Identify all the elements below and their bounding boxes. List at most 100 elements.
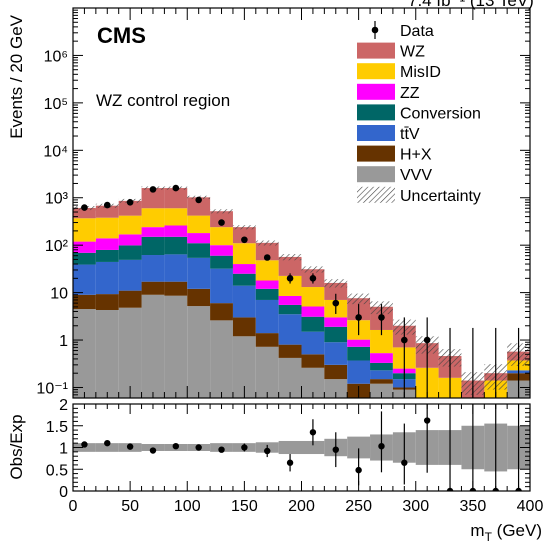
data-point-4: [173, 185, 180, 192]
legend-swatch-h-x: [357, 146, 395, 162]
bar-h-x-bin-11: [324, 365, 347, 379]
legend-swatch-zz: [357, 84, 395, 100]
ytick-label-bottom-1: 0.5: [46, 462, 68, 479]
data-point-15: [424, 337, 431, 344]
legend-swatch-wz: [357, 43, 395, 59]
x-axis-title[interactable]: mT (GeV): [470, 521, 542, 542]
bar-vvv-bin-4: [164, 296, 187, 398]
bar-zz-bin-3: [142, 227, 165, 237]
legend-label-misid: MisID: [400, 64, 441, 81]
bar-vvv-bin-2: [119, 308, 142, 398]
bar-tt-v-bin-13: [370, 370, 393, 379]
xtick-label-100: 100: [174, 498, 201, 515]
bar-h-x-bin-2: [119, 291, 142, 308]
ytick-label-top-0: 10⁻¹: [36, 380, 68, 397]
bar-h-x-bin-8: [256, 333, 279, 347]
y-axis-title-bottom: Obs/Exp: [7, 414, 26, 479]
bar-misid-bin-3: [142, 208, 165, 227]
ytick-label-top-4: 10³: [45, 191, 69, 208]
ytick-label-bottom-2: 1: [59, 441, 68, 458]
ratio-point-8: [264, 448, 270, 454]
data-point-10: [310, 275, 317, 282]
bar-h-x-bin-9: [279, 345, 302, 358]
bar-zz-bin-11: [324, 317, 347, 326]
bar-conversion-bin-2: [119, 245, 142, 259]
ytick-label-bottom-3: 1.5: [46, 419, 68, 436]
ratio-point-11: [333, 446, 339, 452]
region-label: WZ control region: [96, 91, 230, 110]
ratio-point-9: [287, 460, 293, 466]
bar-tt-v-bin-5: [187, 258, 210, 289]
ytick-label-top-6: 10⁵: [44, 96, 68, 113]
bar-h-x-bin-10: [302, 354, 325, 367]
bar-conversion-bin-5: [187, 243, 210, 258]
bar-tt-v-bin-7: [233, 286, 256, 318]
bar-tt-v-bin-10: [302, 332, 325, 355]
data-point-8: [264, 254, 271, 261]
legend-label-data: Data: [400, 23, 434, 40]
data-point-12: [355, 314, 362, 321]
data-point-3: [150, 186, 157, 193]
ytick-label-top-2: 10: [50, 286, 68, 303]
y-axis-title-top: Events / 20 GeV: [7, 14, 26, 138]
bar-tt-v-bin-2: [119, 260, 142, 291]
bar-conversion-bin-7: [233, 274, 256, 286]
cms-label: CMS: [97, 23, 146, 48]
bar-tt-v-bin-8: [256, 300, 279, 333]
ytick-label-bottom-4: 2: [59, 397, 68, 414]
bar-h-x-bin-13: [370, 379, 393, 384]
xtick-label-400: 400: [517, 498, 544, 515]
xtick-label-300: 300: [402, 498, 429, 515]
ratio-band-bin-9: [279, 441, 302, 454]
uncertainty-bin-10: [302, 266, 325, 272]
bar-tt-v-bin-9: [279, 314, 302, 344]
data-point-7: [241, 236, 248, 243]
legend-swatch-conversion: [357, 104, 395, 120]
ratio-point-10: [310, 429, 316, 435]
bar-misid-bin-5: [187, 216, 210, 233]
bar-conversion-bin-0: [73, 253, 96, 265]
bar-conversion-bin-8: [256, 289, 279, 300]
xtick-label-0: 0: [69, 498, 78, 515]
bar-conversion-bin-11: [324, 327, 347, 342]
bar-misid-bin-8: [256, 260, 279, 280]
legend-swatch-vvv: [357, 166, 395, 182]
uncertainty-bin-7: [233, 225, 256, 229]
bar-h-x-bin-1: [96, 294, 119, 310]
main-distribution-panel: 10⁻¹11010²10³10⁴10⁵10⁶ CMS WZ control re…: [7, 8, 530, 398]
xtick-label-50: 50: [121, 498, 139, 515]
data-point-11: [332, 300, 339, 307]
bar-zz-bin-13: [370, 353, 393, 363]
legend-data-marker: [372, 27, 379, 34]
bar-misid-bin-1: [96, 218, 119, 239]
bar-conversion-bin-12: [347, 347, 370, 361]
bar-tt-v-bin-4: [164, 254, 187, 281]
legend-label-h-x: H+X: [400, 147, 432, 164]
data-point-14: [401, 337, 408, 344]
bar-h-x-bin-6: [210, 303, 233, 320]
bar-zz-bin-1: [96, 238, 119, 250]
ratio-point-6: [218, 446, 224, 452]
xtick-label-200: 200: [288, 498, 315, 515]
ytick-label-top-1: 1: [59, 333, 68, 350]
bar-tt-v-bin-12: [347, 361, 370, 384]
bar-h-x-bin-4: [164, 282, 187, 296]
legend-label-vvv: VVV: [400, 167, 432, 184]
legend-swatch-misid: [357, 63, 395, 79]
ytick-label-top-7: 10⁶: [44, 48, 68, 65]
legend-label-zz: ZZ: [400, 85, 420, 102]
bar-misid-bin-10: [302, 287, 325, 306]
bar-misid-bin-2: [119, 216, 142, 235]
bar-tt-v-bin-0: [73, 265, 96, 295]
bar-tt-v-bin-11: [324, 342, 347, 365]
bar-h-x-bin-3: [142, 282, 165, 295]
bar-misid-bin-0: [73, 218, 96, 241]
uncertainty-bin-11: [324, 279, 347, 287]
bar-vvv-bin-3: [142, 295, 165, 398]
bar-zz-bin-10: [302, 306, 325, 316]
legend-label-wz: WZ: [400, 44, 425, 61]
ytick-label-top-3: 10²: [45, 238, 69, 255]
uncertainty-bin-12: [347, 294, 370, 305]
ytick-label-bottom-0: 0: [59, 484, 68, 501]
ratio-point-14: [401, 460, 407, 466]
